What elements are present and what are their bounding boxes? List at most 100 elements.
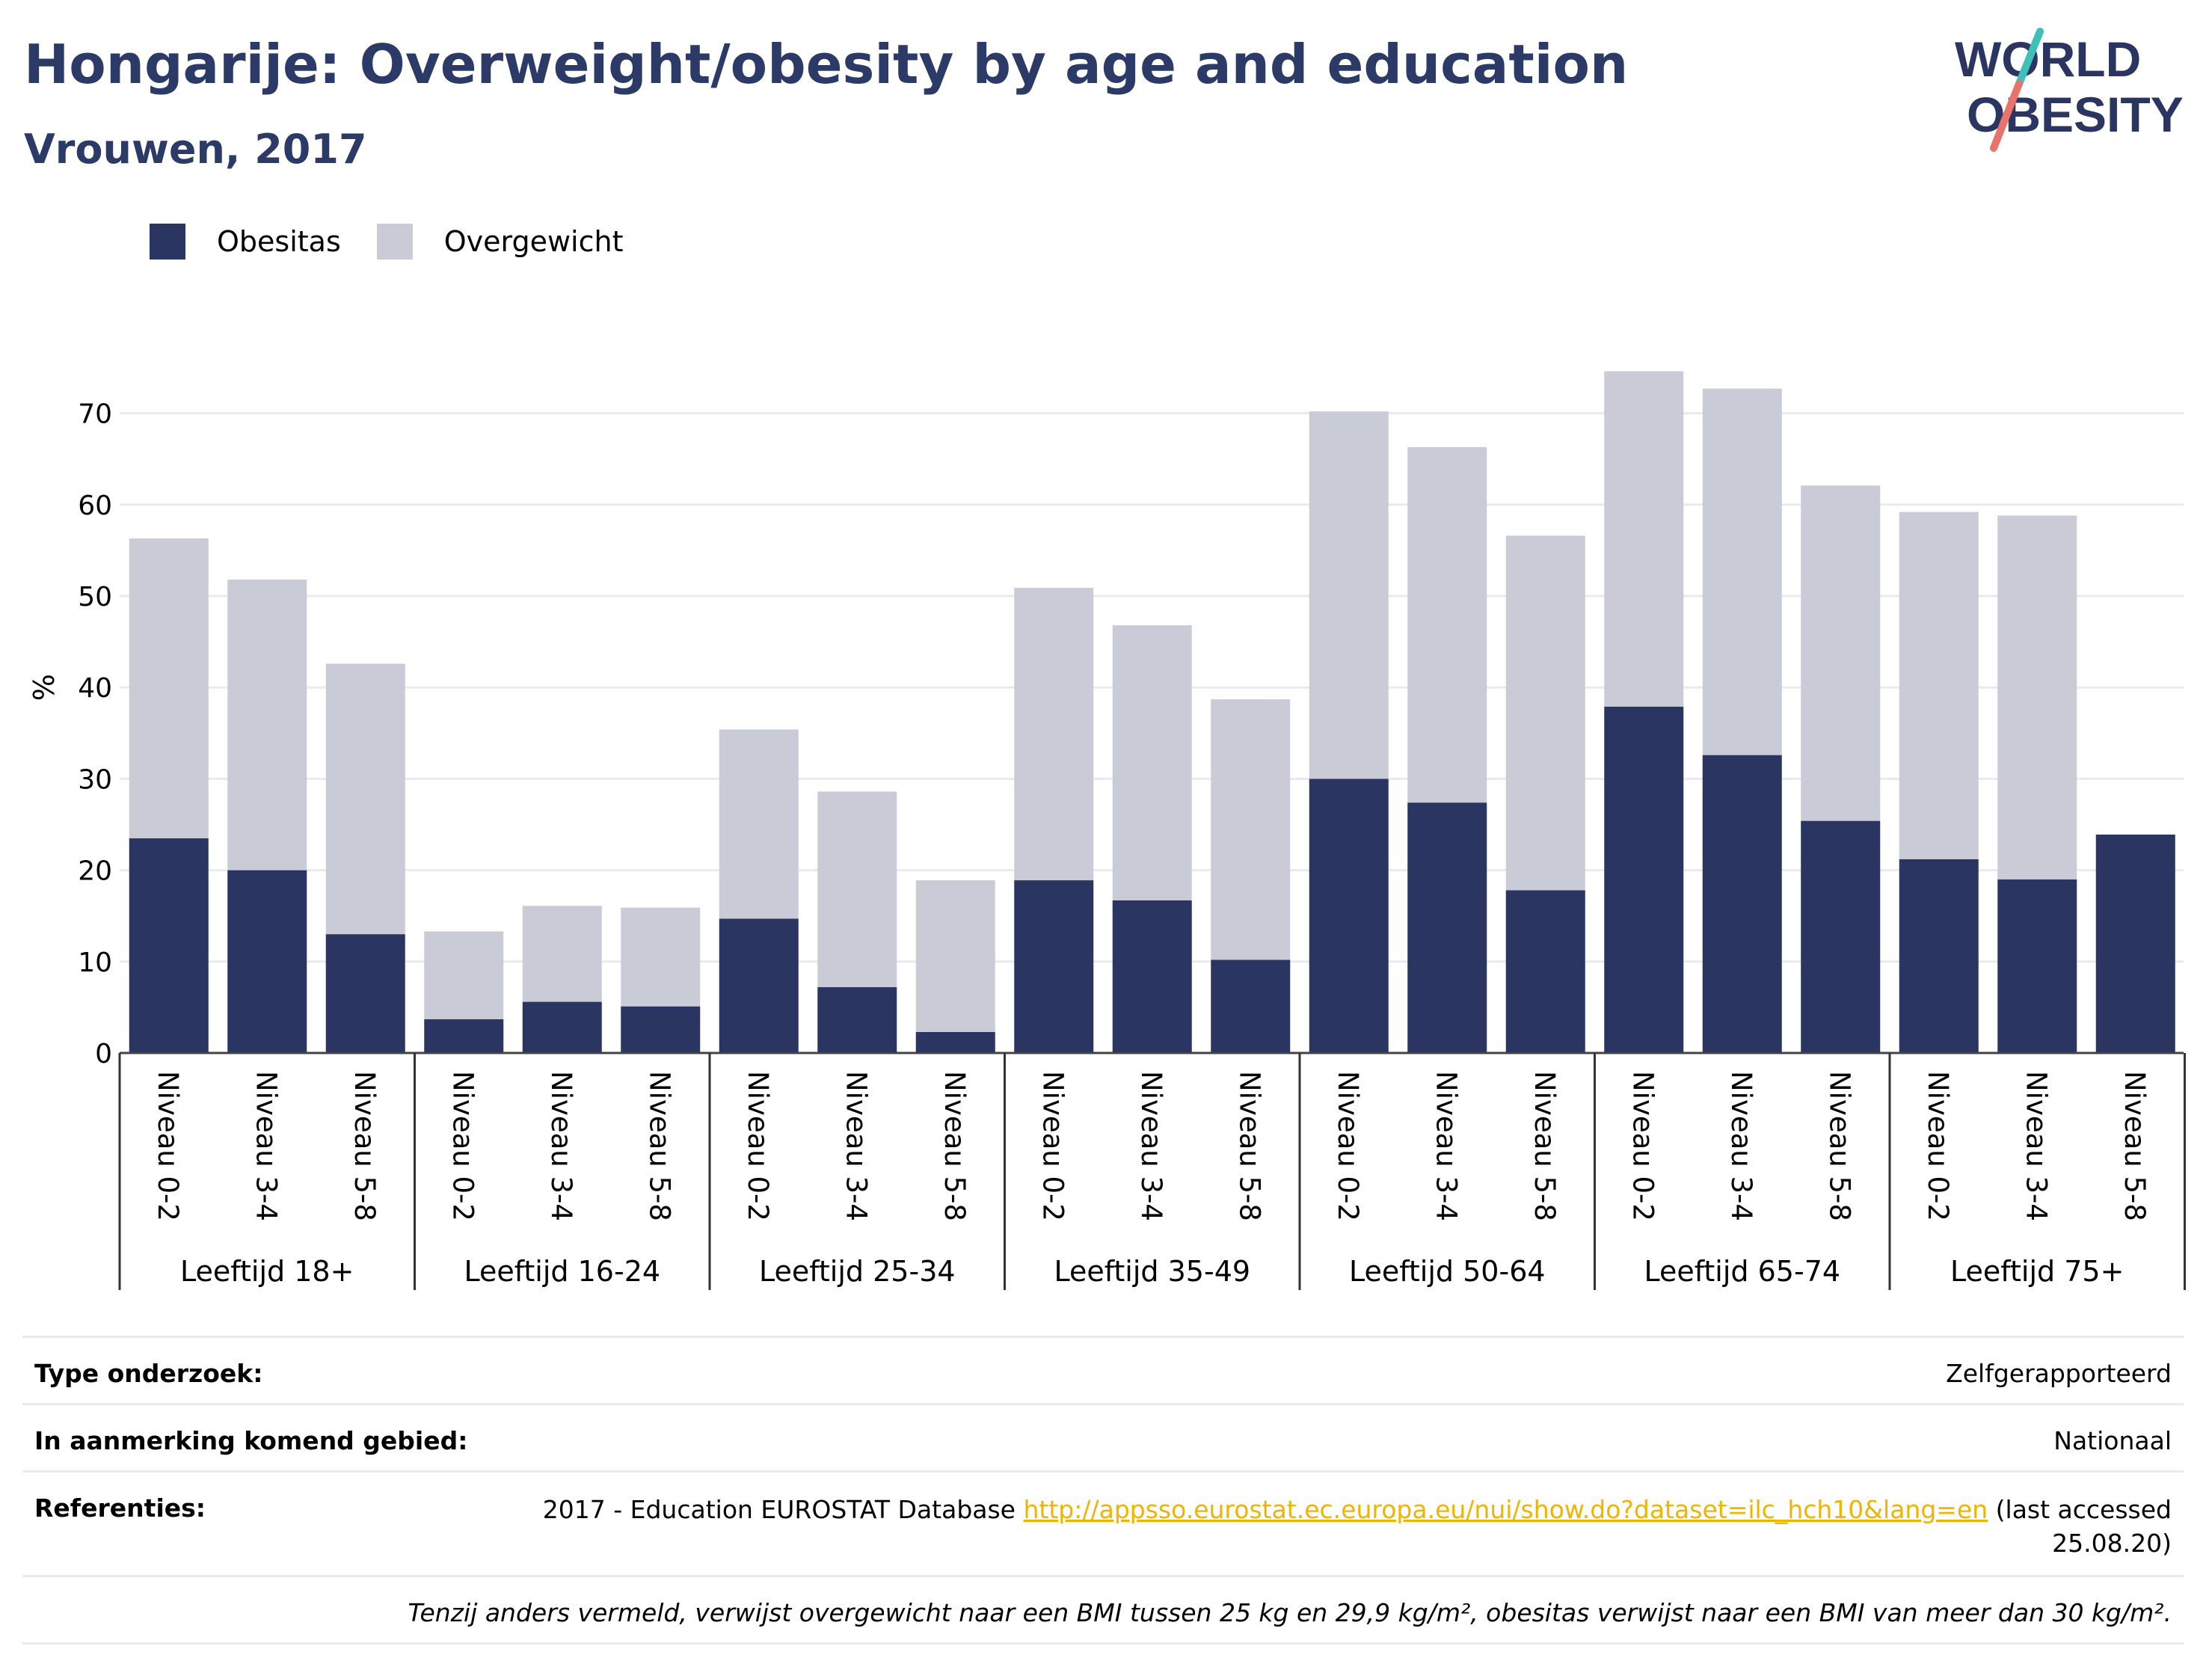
bar-overgewicht bbox=[1112, 625, 1192, 900]
bar-overgewicht bbox=[424, 931, 504, 1019]
bar-overgewicht bbox=[522, 906, 602, 1002]
legend: Obesitas Overgewicht bbox=[150, 223, 660, 260]
bar-obesitas bbox=[719, 918, 799, 1053]
info-row-note: Tenzij anders vermeld, verwijst overgewi… bbox=[22, 1575, 2184, 1645]
x-category-label: Niveau 3-4 bbox=[840, 1071, 872, 1221]
bar-overgewicht bbox=[1407, 446, 1487, 803]
bar-overgewicht bbox=[129, 538, 209, 838]
x-category-label: Niveau 5-8 bbox=[1529, 1071, 1561, 1221]
bar-overgewicht bbox=[1899, 512, 1979, 859]
x-category-label: Niveau 0-2 bbox=[152, 1071, 184, 1221]
bar-obesitas bbox=[1505, 890, 1585, 1053]
bar-obesitas bbox=[522, 1001, 602, 1053]
bar-obesitas bbox=[1211, 959, 1291, 1053]
x-category-label: Niveau 3-4 bbox=[250, 1071, 282, 1221]
x-group-label: Leeftijd 75+ bbox=[1950, 1255, 2124, 1288]
legend-swatch-obesitas bbox=[150, 224, 185, 260]
bar-obesitas bbox=[621, 1006, 701, 1053]
x-category-label: Niveau 3-4 bbox=[545, 1071, 577, 1221]
y-tick-label: 30 bbox=[78, 764, 112, 795]
x-group-label: Leeftijd 50-64 bbox=[1349, 1255, 1546, 1288]
x-group-label: Leeftijd 65-74 bbox=[1644, 1255, 1840, 1288]
legend-item-overgewicht[interactable]: Overgewicht bbox=[376, 224, 624, 260]
survey-type-label: Type onderzoek: bbox=[34, 1359, 263, 1388]
bar-obesitas bbox=[1801, 820, 1881, 1053]
x-category-label: Niveau 5-8 bbox=[1823, 1071, 1855, 1221]
bar-obesitas bbox=[424, 1019, 504, 1053]
bar-obesitas bbox=[1014, 880, 1094, 1053]
info-table: Type onderzoek: Zelfgerapporteerd In aan… bbox=[22, 1336, 2184, 1645]
bar-overgewicht bbox=[915, 880, 995, 1032]
world-obesity-logo: WORLD OBESITY bbox=[1955, 28, 2184, 152]
x-category-label: Niveau 5-8 bbox=[643, 1071, 675, 1221]
survey-type-value: Zelfgerapporteerd bbox=[1946, 1359, 2172, 1388]
bar-overgewicht bbox=[621, 907, 701, 1007]
x-group-label: Leeftijd 16-24 bbox=[464, 1255, 660, 1288]
x-category-label: Niveau 3-4 bbox=[2020, 1071, 2052, 1221]
bar-obesitas bbox=[1899, 859, 1979, 1053]
x-category-label: Niveau 0-2 bbox=[1036, 1071, 1069, 1221]
bar-overgewicht bbox=[1801, 485, 1881, 821]
bar-overgewicht bbox=[1309, 411, 1389, 779]
y-tick-label: 60 bbox=[78, 491, 112, 521]
logo-line1: WORLD bbox=[1955, 31, 2141, 87]
x-category-label: Niveau 0-2 bbox=[742, 1071, 774, 1221]
y-tick-label: 70 bbox=[78, 399, 112, 430]
x-category-label: Niveau 3-4 bbox=[1430, 1071, 1462, 1221]
bmi-note: Tenzij anders vermeld, verwijst overgewi… bbox=[408, 1598, 2172, 1628]
legend-item-obesitas[interactable]: Obesitas bbox=[150, 224, 341, 260]
references-link[interactable]: http://appsso.eurostat.ec.europa.eu/nui/… bbox=[1023, 1495, 1988, 1524]
logo-slash-teal bbox=[2015, 28, 2044, 87]
x-category-label: Niveau 0-2 bbox=[1922, 1071, 1954, 1221]
x-category-label: Niveau 3-4 bbox=[1725, 1071, 1757, 1221]
bar-overgewicht bbox=[817, 791, 897, 988]
y-axis-title: % bbox=[28, 674, 61, 701]
y-tick-label: 40 bbox=[78, 673, 112, 704]
chart-title: Hongarije: Overweight/obesity by age and… bbox=[24, 33, 1629, 96]
bar-obesitas bbox=[1112, 900, 1192, 1053]
bar-obesitas bbox=[1407, 802, 1487, 1053]
x-category-label: Niveau 0-2 bbox=[446, 1071, 479, 1221]
stacked-bar-chart: 0 10 20 30 40 50 60 70% Niveau 0-2 Niveau 3-4 Nive… bbox=[28, 371, 2186, 1290]
legend-label-overgewicht: Overgewicht bbox=[443, 225, 624, 258]
bar-overgewicht bbox=[1014, 588, 1094, 881]
bar-overgewicht bbox=[1211, 699, 1291, 960]
x-category-label: Niveau 5-8 bbox=[938, 1071, 971, 1221]
bar-obesitas bbox=[1309, 779, 1389, 1053]
x-category-label: Niveau 5-8 bbox=[2119, 1071, 2151, 1221]
chart-subtitle: Vrouwen, 2017 bbox=[24, 126, 367, 173]
y-tick-label: 10 bbox=[78, 948, 112, 978]
bar-overgewicht bbox=[1604, 371, 1684, 707]
references-label: Referenties: bbox=[34, 1493, 206, 1523]
bar-obesitas bbox=[129, 838, 209, 1053]
legend-swatch-overgewicht bbox=[376, 224, 413, 260]
bar-overgewicht bbox=[325, 663, 405, 935]
bar-obesitas bbox=[325, 934, 405, 1053]
y-tick-label: 50 bbox=[78, 582, 112, 612]
x-group-label: Leeftijd 35-49 bbox=[1054, 1255, 1250, 1288]
x-category-label: Niveau 5-8 bbox=[348, 1071, 381, 1221]
area-value: Nationaal bbox=[2053, 1426, 2172, 1455]
references-value: 2017 - Education EUROSTAT Database http:… bbox=[452, 1493, 2172, 1560]
bar-overgewicht bbox=[719, 729, 799, 919]
bar-obesitas bbox=[915, 1031, 995, 1053]
references-suffix: (last accessed 25.08.20) bbox=[1995, 1495, 2172, 1558]
x-group-label: Leeftijd 25-34 bbox=[759, 1255, 956, 1288]
bar-overgewicht bbox=[1702, 388, 1782, 755]
logo-slash-coral bbox=[1990, 80, 2023, 152]
legend-label-obesitas: Obesitas bbox=[217, 225, 341, 258]
bar-obesitas bbox=[1997, 879, 2077, 1053]
bar-obesitas bbox=[1604, 706, 1684, 1053]
bar-overgewicht bbox=[1505, 535, 1585, 891]
references-prefix: 2017 - Education EUROSTAT Database bbox=[542, 1495, 1016, 1524]
info-row-references: Referenties: 2017 - Education EUROSTAT D… bbox=[22, 1470, 2184, 1575]
info-row-survey-type: Type onderzoek: Zelfgerapporteerd bbox=[22, 1336, 2184, 1403]
bar-overgewicht bbox=[1997, 515, 2077, 879]
info-row-area: In aanmerking komend gebied: Nationaal bbox=[22, 1403, 2184, 1470]
x-category-label: Niveau 5-8 bbox=[1233, 1071, 1265, 1221]
bar-obesitas bbox=[1702, 755, 1782, 1053]
x-group-label: Leeftijd 18+ bbox=[180, 1255, 354, 1288]
bar-obesitas bbox=[817, 987, 897, 1053]
x-category-label: Niveau 0-2 bbox=[1626, 1071, 1659, 1221]
y-tick-label: 0 bbox=[95, 1039, 112, 1069]
